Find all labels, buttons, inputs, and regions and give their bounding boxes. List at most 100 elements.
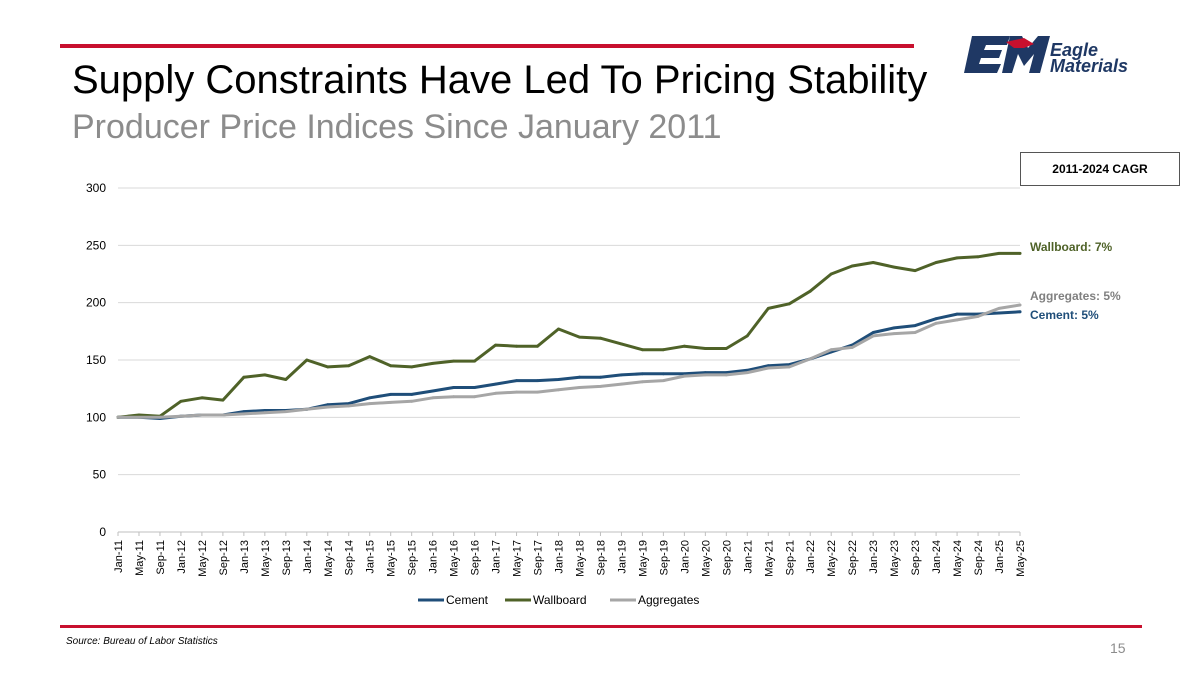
data-point-aggregates-Jan-18 <box>557 388 560 392</box>
x-tick-label-May-24: May-24 <box>952 540 964 577</box>
x-tick-label-May-23: May-23 <box>889 540 901 577</box>
data-point-cement-Sep-14 <box>347 402 351 405</box>
x-tick-label-Sep-12: Sep-12 <box>218 540 230 575</box>
x-tick-label-May-12: May-12 <box>197 540 209 577</box>
data-point-cement-Jan-16 <box>431 389 435 393</box>
data-point-cement-Jan-23 <box>871 331 875 334</box>
data-point-aggregates-Jan-13 <box>242 412 246 416</box>
data-point-aggregates-Jan-20 <box>683 374 686 378</box>
data-point-cement-Jan-25 <box>997 311 1001 315</box>
data-point-wallboard-Sep-12 <box>221 398 225 402</box>
y-tick-label-250: 250 <box>86 238 106 252</box>
x-tick-label-Sep-19: Sep-19 <box>658 540 670 575</box>
data-point-cement-Jan-15 <box>368 396 372 400</box>
x-tick-label-Jan-24: Jan-24 <box>931 540 943 574</box>
page-subtitle: Producer Price Indices Since January 201… <box>72 108 722 146</box>
eagle-materials-logo <box>964 36 1050 73</box>
data-point-wallboard-May-11 <box>137 413 141 417</box>
x-tick-label-Jan-25: Jan-25 <box>994 540 1006 574</box>
x-tick-label-Sep-14: Sep-14 <box>344 540 356 575</box>
data-point-aggregates-Sep-24 <box>976 315 980 318</box>
x-tick-label-May-21: May-21 <box>763 540 775 577</box>
y-tick-label-50: 50 <box>93 468 107 482</box>
data-point-wallboard-May-14 <box>326 365 330 369</box>
data-point-aggregates-Sep-21 <box>787 365 791 369</box>
data-point-aggregates-May-17 <box>515 390 518 394</box>
data-point-aggregates-May-19 <box>641 380 644 384</box>
data-point-aggregates-Sep-11 <box>158 415 162 419</box>
cagr-cement-label: Cement: 5% <box>1030 308 1099 322</box>
data-point-cement-May-24 <box>955 312 959 316</box>
data-point-aggregates-May-20 <box>703 373 707 377</box>
x-tick-label-May-17: May-17 <box>512 540 524 577</box>
x-tick-label-May-14: May-14 <box>323 540 335 577</box>
x-tick-label-May-11: May-11 <box>134 540 146 576</box>
data-point-aggregates-Jan-24 <box>934 321 938 325</box>
data-point-wallboard-Sep-15 <box>410 365 414 369</box>
data-point-wallboard-Sep-24 <box>976 255 980 259</box>
x-tick-label-Sep-17: Sep-17 <box>533 540 545 575</box>
data-point-cement-Jan-18 <box>557 378 560 381</box>
data-point-wallboard-May-15 <box>389 364 393 368</box>
data-point-wallboard-Jan-16 <box>431 362 435 365</box>
data-point-aggregates-Jan-12 <box>179 414 183 418</box>
data-point-cement-Sep-17 <box>536 379 539 382</box>
data-point-wallboard-Sep-20 <box>724 347 728 350</box>
cagr-heading-box: 2011-2024 CAGR <box>1020 152 1180 186</box>
series-line-aggregates <box>116 303 1022 419</box>
legend-label-wallboard: Wallboard <box>533 593 587 607</box>
data-point-aggregates-Jan-23 <box>871 334 875 338</box>
data-point-aggregates-May-23 <box>892 332 896 335</box>
cagr-aggregates-label: Aggregates: 5% <box>1030 289 1121 303</box>
source-note: Source: Bureau of Labor Statistics <box>66 636 218 647</box>
x-tick-label-Jan-20: Jan-20 <box>679 540 691 574</box>
data-point-wallboard-Jan-23 <box>871 261 875 264</box>
x-tick-label-May-15: May-15 <box>386 540 398 577</box>
bottom-accent-rule <box>60 625 1142 628</box>
data-point-wallboard-May-25 <box>1018 252 1022 255</box>
data-point-wallboard-May-21 <box>766 307 770 310</box>
logo-text-line2: Materials <box>1050 56 1129 76</box>
data-point-aggregates-Jan-17 <box>494 391 497 395</box>
data-point-aggregates-Sep-16 <box>473 395 476 399</box>
x-tick-label-May-20: May-20 <box>700 540 712 577</box>
data-point-wallboard-May-22 <box>829 272 833 276</box>
data-point-wallboard-May-23 <box>892 265 896 269</box>
data-point-wallboard-May-20 <box>703 347 707 350</box>
data-point-cement-Sep-20 <box>724 371 728 374</box>
data-point-cement-Sep-16 <box>473 386 476 389</box>
x-tick-label-Jan-11: Jan-11 <box>113 540 125 573</box>
data-point-wallboard-May-24 <box>955 256 959 260</box>
top-accent-rule <box>60 44 914 48</box>
x-tick-label-Sep-18: Sep-18 <box>595 540 607 575</box>
data-point-aggregates-Sep-20 <box>724 373 728 377</box>
y-tick-label-100: 100 <box>86 410 106 424</box>
y-tick-label-300: 300 <box>86 181 106 195</box>
x-tick-label-May-16: May-16 <box>449 540 461 577</box>
data-point-cement-Jan-19 <box>620 373 623 377</box>
data-point-aggregates-Sep-15 <box>410 399 414 403</box>
x-tick-label-Sep-24: Sep-24 <box>973 540 985 575</box>
data-point-wallboard-Jan-18 <box>557 327 560 331</box>
logo-wordmark: Eagle Materials <box>1050 41 1129 76</box>
data-point-cement-May-14 <box>326 403 330 407</box>
x-tick-label-Jan-14: Jan-14 <box>302 540 314 574</box>
data-point-aggregates-Jan-22 <box>808 357 812 361</box>
x-tick-label-May-25: May-25 <box>1015 540 1027 577</box>
data-point-aggregates-Jan-14 <box>305 407 309 411</box>
data-point-wallboard-May-13 <box>263 373 267 377</box>
data-point-aggregates-May-25 <box>1018 303 1022 307</box>
data-point-aggregates-May-15 <box>389 401 393 404</box>
data-point-cement-May-25 <box>1018 310 1022 314</box>
y-tick-label-200: 200 <box>86 296 106 310</box>
data-point-aggregates-Sep-23 <box>913 331 917 334</box>
data-point-aggregates-May-21 <box>766 366 770 370</box>
page-number: 15 <box>1110 640 1126 656</box>
data-point-wallboard-May-19 <box>641 348 644 352</box>
data-point-wallboard-Sep-13 <box>284 378 288 381</box>
x-tick-label-Sep-21: Sep-21 <box>784 540 796 575</box>
x-tick-label-May-18: May-18 <box>574 540 586 577</box>
data-point-wallboard-Sep-19 <box>662 348 665 352</box>
data-point-aggregates-May-18 <box>578 386 581 389</box>
data-point-wallboard-Sep-21 <box>787 302 791 306</box>
